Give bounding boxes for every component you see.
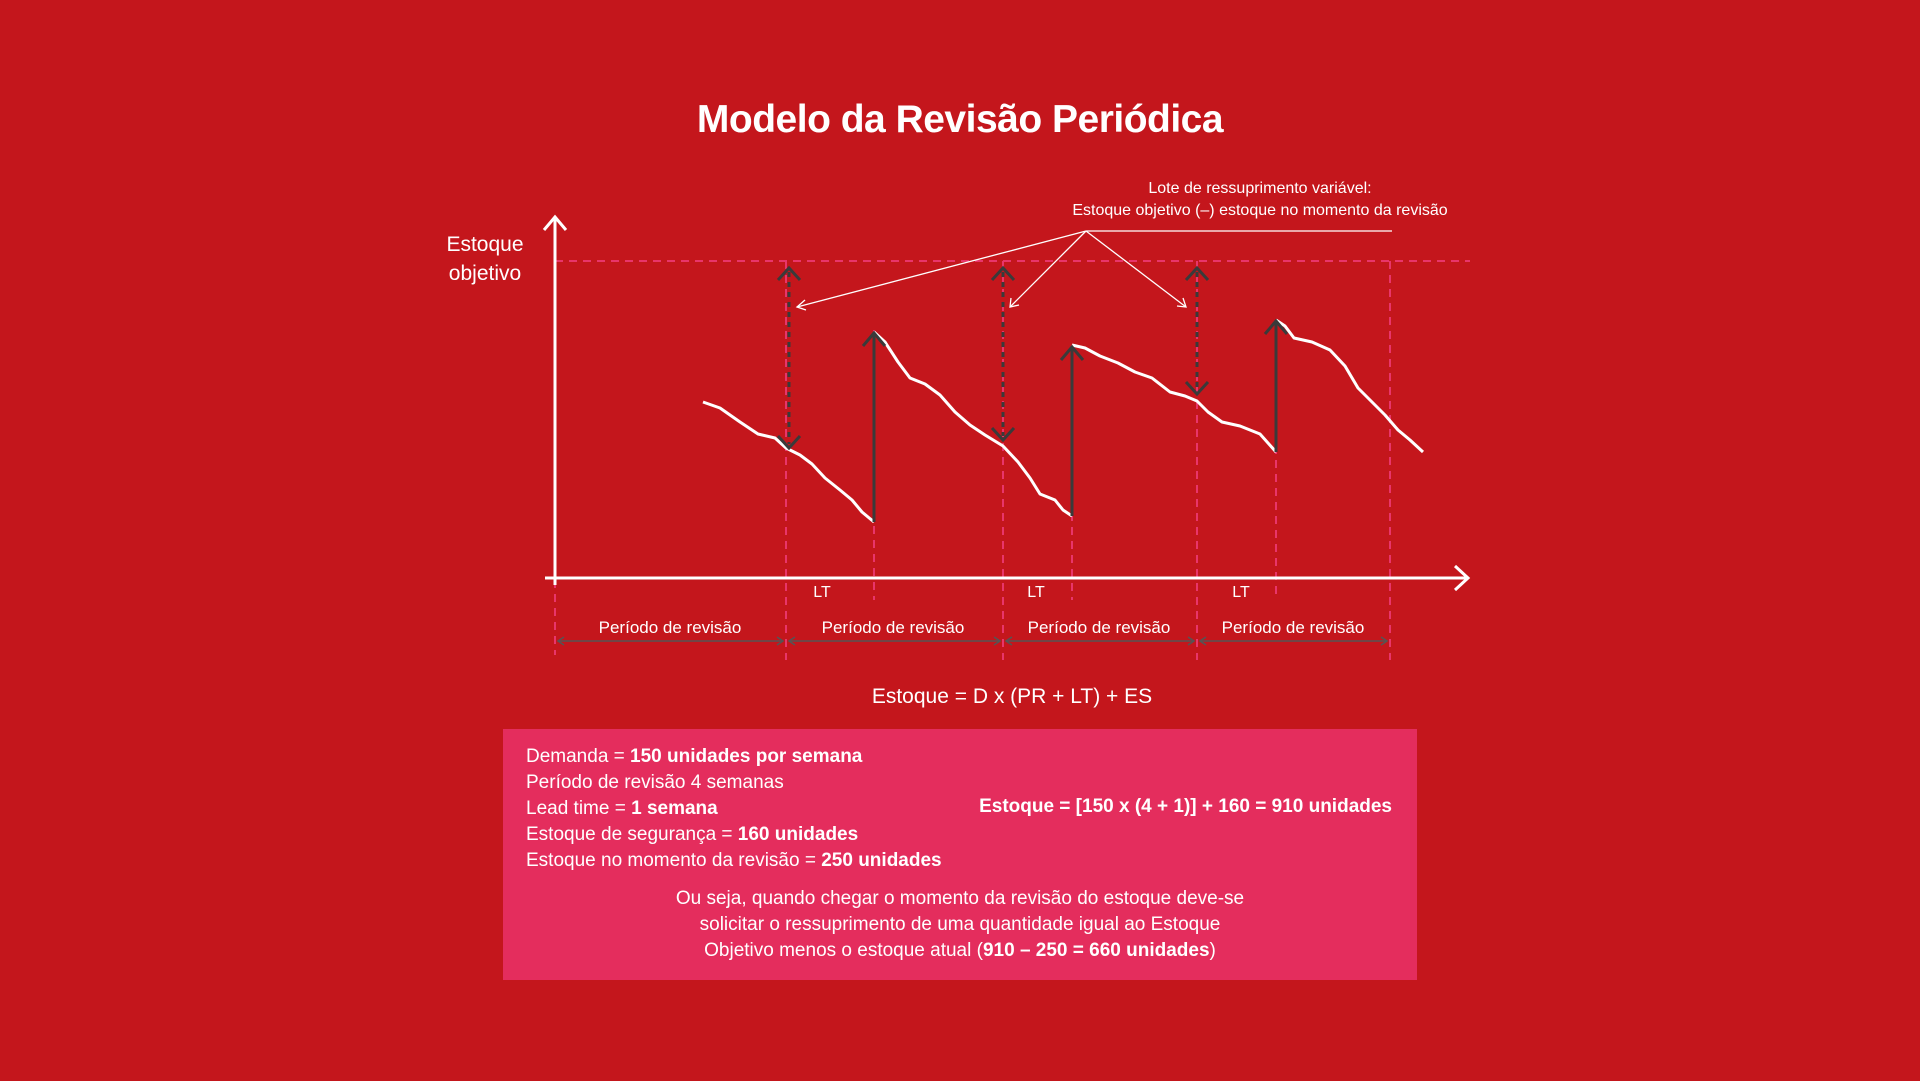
y-axis-label: Estoque objetivo bbox=[430, 230, 540, 288]
stock-formula: Estoque = D x (PR + LT) + ES bbox=[871, 685, 1153, 708]
conclusion-line-3: Objetivo menos o estoque atual (910 – 25… bbox=[503, 938, 1417, 964]
stock-level-curve bbox=[702, 318, 1425, 524]
lt-label: LT bbox=[1027, 584, 1045, 601]
fact-row: Lead time = 1 semana bbox=[526, 796, 942, 822]
period-label: Período de revisão bbox=[1027, 618, 1171, 637]
fact-value: 150 unidades por semana bbox=[630, 746, 863, 767]
conclusion-line-1: Ou seja, quando chegar o momento da revi… bbox=[675, 888, 1245, 909]
y-axis-label-line-1: Estoque bbox=[446, 233, 524, 256]
period-brackets bbox=[556, 636, 1389, 646]
y-axis-label-line-2: objetivo bbox=[448, 262, 522, 285]
fact-row: Período de revisão 4 semanas bbox=[526, 770, 942, 796]
fact-label: Período de revisão 4 semanas bbox=[526, 772, 784, 793]
annotation-pointers bbox=[795, 230, 1392, 311]
period-label: Período de revisão bbox=[821, 618, 965, 637]
conclusion-line-2: solicitar o ressuprimento de uma quantid… bbox=[699, 914, 1221, 935]
review-period-guides bbox=[554, 261, 1391, 660]
order-quantity-arrows bbox=[776, 265, 1210, 451]
fact-row: Demanda = 150 unidades por semana bbox=[526, 744, 942, 770]
replenishment-note: Lote de ressuprimento variável: Estoque … bbox=[1040, 178, 1480, 222]
period-label: Período de revisão bbox=[1221, 618, 1365, 637]
fact-value: 160 unidades bbox=[737, 824, 859, 845]
period-label: Período de revisão bbox=[598, 618, 742, 637]
note-line-1: Lote de ressuprimento variável: bbox=[1148, 180, 1372, 197]
fact-label: Lead time = bbox=[526, 798, 632, 819]
fact-label: Estoque de segurança = bbox=[526, 824, 738, 845]
example-facts: Demanda = 150 unidades por semana Períod… bbox=[526, 744, 942, 874]
conclusion-text: Ou seja, quando chegar o momento da revi… bbox=[503, 886, 1417, 964]
stock-calculation: Estoque = [150 x (4 + 1)] + 160 = 910 un… bbox=[979, 796, 1392, 817]
conclusion-result: 910 – 250 = 660 unidades bbox=[982, 940, 1210, 961]
conclusion-prefix: Objetivo menos o estoque atual ( bbox=[704, 940, 983, 961]
fact-value: 250 unidades bbox=[821, 850, 942, 871]
page-title: Modelo da Revisão Periódica bbox=[696, 98, 1224, 141]
axes bbox=[542, 214, 1471, 592]
fact-value: 1 semana bbox=[631, 798, 718, 819]
replenishment-arrows bbox=[861, 318, 1289, 522]
fact-row: Estoque de segurança = 160 unidades bbox=[526, 822, 942, 848]
note-line-2: Estoque objetivo (–) estoque no momento … bbox=[1072, 202, 1448, 219]
lt-label: LT bbox=[813, 584, 831, 601]
fact-row: Estoque no momento da revisão = 250 unid… bbox=[526, 848, 942, 874]
conclusion-suffix: ) bbox=[1209, 940, 1216, 961]
example-box: Demanda = 150 unidades por semana Períod… bbox=[503, 729, 1417, 980]
lt-label: LT bbox=[1232, 584, 1250, 601]
fact-label: Demanda = bbox=[526, 746, 631, 767]
fact-label: Estoque no momento da revisão = bbox=[526, 850, 822, 871]
